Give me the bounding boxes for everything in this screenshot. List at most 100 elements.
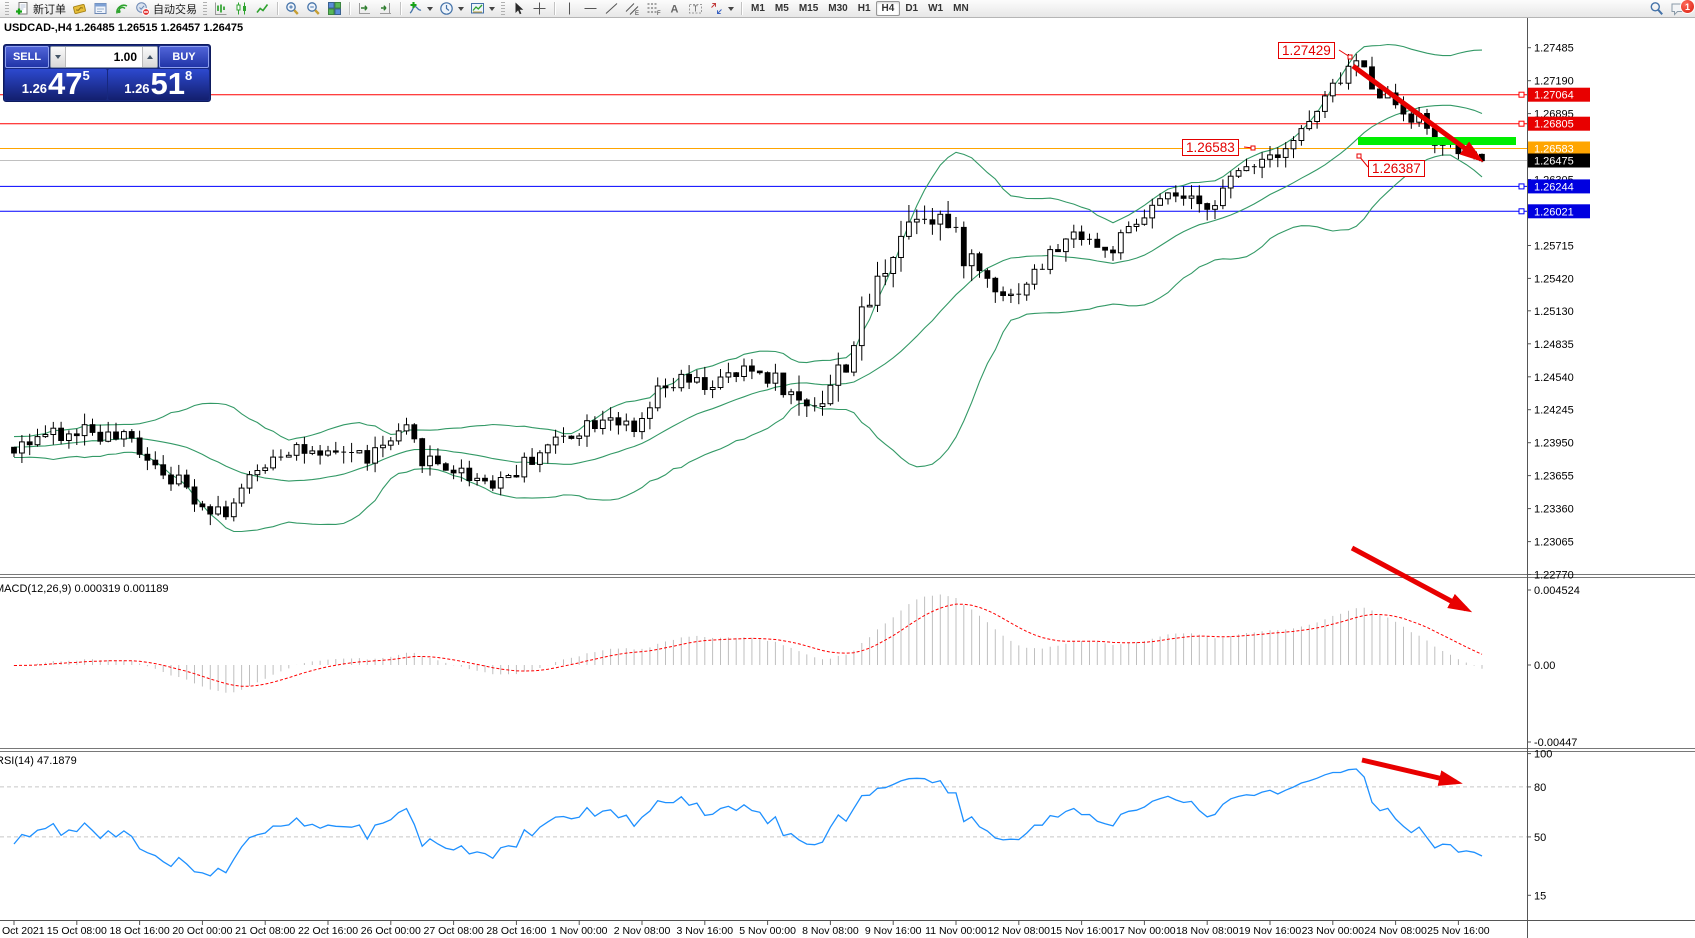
crosshair-tool-button[interactable] <box>529 0 550 17</box>
volume-input[interactable]: 1.00 <box>113 50 137 64</box>
svg-text:-0.00447: -0.00447 <box>1534 737 1577 749</box>
zoom-in-button[interactable] <box>282 0 303 17</box>
sell-price-sup: 5 <box>82 68 90 83</box>
signals-button[interactable] <box>111 0 132 17</box>
candlestick-chart-icon <box>236 2 246 15</box>
rsi-indicator-label: RSI(14) 47.1879 <box>0 755 77 767</box>
svg-text:1.23065: 1.23065 <box>1534 537 1574 549</box>
timeframe-m1-button[interactable]: M1 <box>751 3 765 14</box>
toolbar-grip[interactable] <box>5 2 9 15</box>
svg-text:19 Nov 16:00: 19 Nov 16:00 <box>1239 925 1302 937</box>
time-axis-labels[interactable]: Oct 2021 15 Oct 08:00 18 Oct 16:00 20 Oct 0… <box>2 920 1490 937</box>
svg-text:11 Nov 00:00: 11 Nov 00:00 <box>925 925 987 937</box>
equidistant-channel-icon: E <box>625 3 639 16</box>
macd-signal-line <box>13 603 1483 687</box>
svg-text:Oct 2021: Oct 2021 <box>2 925 45 937</box>
templates-button[interactable] <box>467 0 498 17</box>
bollinger-upper-line <box>13 43 1483 441</box>
new-order-label: 新订单 <box>33 3 66 16</box>
volume-stepper: 1.00 <box>50 46 158 68</box>
svg-text:5 Nov 00:00: 5 Nov 00:00 <box>739 925 796 937</box>
templates-icon <box>471 3 484 14</box>
svg-text:A: A <box>671 4 679 16</box>
support-highlight-bar[interactable] <box>1358 137 1516 145</box>
sell-button[interactable]: SELL <box>5 46 49 68</box>
svg-text:1.26244: 1.26244 <box>1534 181 1574 193</box>
cursor-icon <box>515 2 524 15</box>
text-tool-button[interactable]: A <box>664 0 685 17</box>
svg-text:100: 100 <box>1534 749 1552 761</box>
tile-windows-button[interactable] <box>324 0 345 17</box>
bar-chart-button[interactable] <box>210 0 231 17</box>
cursor-tool-button[interactable] <box>508 0 529 17</box>
search-button[interactable] <box>1646 0 1667 17</box>
timeframe-m5-button[interactable]: M5 <box>774 3 789 14</box>
zoom-in-icon <box>286 2 299 15</box>
svg-text:8 Nov 08:00: 8 Nov 08:00 <box>802 925 859 937</box>
buy-button[interactable]: BUY <box>159 46 209 68</box>
periods-button[interactable] <box>436 0 467 17</box>
bollinger-bands[interactable] <box>13 43 1483 533</box>
add-indicator-button[interactable] <box>405 0 436 17</box>
fibonacci-icon: F <box>647 3 661 16</box>
chevron-down-icon <box>458 6 464 11</box>
new-order-button[interactable]: 新订单 <box>12 0 69 17</box>
timeframe-h1-button[interactable]: H1 <box>857 3 871 14</box>
timeframe-mn-button[interactable]: MN <box>953 3 969 14</box>
annotation-price-flag-mid[interactable]: 1.26583 <box>1182 139 1239 156</box>
svg-text:15 Nov 16:00: 15 Nov 16:00 <box>1050 925 1113 937</box>
toolbar-separator <box>741 2 742 15</box>
timeframe-d1-button[interactable]: D1 <box>905 3 919 14</box>
macd-indicator-label: MACD(12,26,9) 0.000319 0.001189 <box>0 583 169 595</box>
market-watch-icon <box>73 3 86 15</box>
timeframe-m15-button[interactable]: M15 <box>798 3 819 14</box>
timeframe-h4-button[interactable]: H4 <box>875 1 901 16</box>
chart-shift-button[interactable] <box>375 0 396 17</box>
trendline-tool-button[interactable] <box>601 0 622 17</box>
data-window-button[interactable] <box>90 0 111 17</box>
horizontal-line-tool-button[interactable] <box>580 0 601 17</box>
pane-separators[interactable] <box>0 574 1695 752</box>
sell-price-big: 47 <box>48 65 83 101</box>
line-chart-button[interactable] <box>252 0 273 17</box>
annotation-price-flag-high[interactable]: 1.27429 <box>1278 42 1335 59</box>
annotation-price-flag-low[interactable]: 1.26387 <box>1368 160 1425 177</box>
chevron-down-icon <box>728 6 734 11</box>
market-watch-button[interactable] <box>69 0 90 17</box>
fibonacci-tool-button[interactable]: F <box>643 0 664 17</box>
equidistant-channel-tool-button[interactable]: E <box>622 0 643 17</box>
sell-price-prefix: 1.26 <box>21 80 48 96</box>
toolbar-grip[interactable] <box>501 2 505 15</box>
text-label-tool-button[interactable]: T <box>685 0 706 17</box>
horizontal-level-lines[interactable] <box>0 91 1527 215</box>
chevron-down-icon <box>55 55 61 59</box>
candles-layer[interactable] <box>11 53 1485 526</box>
red-trend-arrow <box>1361 757 1463 786</box>
svg-text:24 Nov 08:00: 24 Nov 08:00 <box>1364 925 1427 937</box>
auto-scroll-button[interactable] <box>354 0 375 17</box>
chevron-down-icon <box>427 6 433 11</box>
svg-text:2 Nov 08:00: 2 Nov 08:00 <box>614 925 671 937</box>
arrows-tool-button[interactable] <box>706 0 737 17</box>
sell-price-button[interactable]: 1.26 47 5 <box>5 65 107 101</box>
volume-decrease-button[interactable] <box>51 47 66 67</box>
zoom-out-button[interactable] <box>303 0 324 17</box>
svg-text:21 Oct 08:00: 21 Oct 08:00 <box>235 925 295 937</box>
timeframe-w1-button[interactable]: W1 <box>928 3 944 14</box>
candlestick-chart-button[interactable] <box>231 0 252 17</box>
auto-trading-button[interactable]: 自动交易 <box>132 0 200 17</box>
svg-text:22 Oct 16:00: 22 Oct 16:00 <box>298 925 358 937</box>
trend-arrows[interactable] <box>1350 63 1484 786</box>
notifications-button[interactable]: 1 <box>1667 0 1695 17</box>
timeframe-m30-button[interactable]: M30 <box>828 3 848 14</box>
macd-histogram <box>13 594 1483 693</box>
vertical-line-tool-button[interactable] <box>559 0 580 17</box>
main-toolbar: 新订单 自动交易 <box>0 0 1695 18</box>
search-icon <box>1650 2 1663 15</box>
volume-increase-button[interactable] <box>142 47 157 67</box>
buy-price-button[interactable]: 1.26 51 8 <box>107 68 209 100</box>
macd-axis: 0.004524 0.00 -0.00447 <box>1527 585 1580 749</box>
toolbar-grip[interactable] <box>203 2 207 15</box>
svg-text:17 Nov 00:00: 17 Nov 00:00 <box>1113 925 1176 937</box>
